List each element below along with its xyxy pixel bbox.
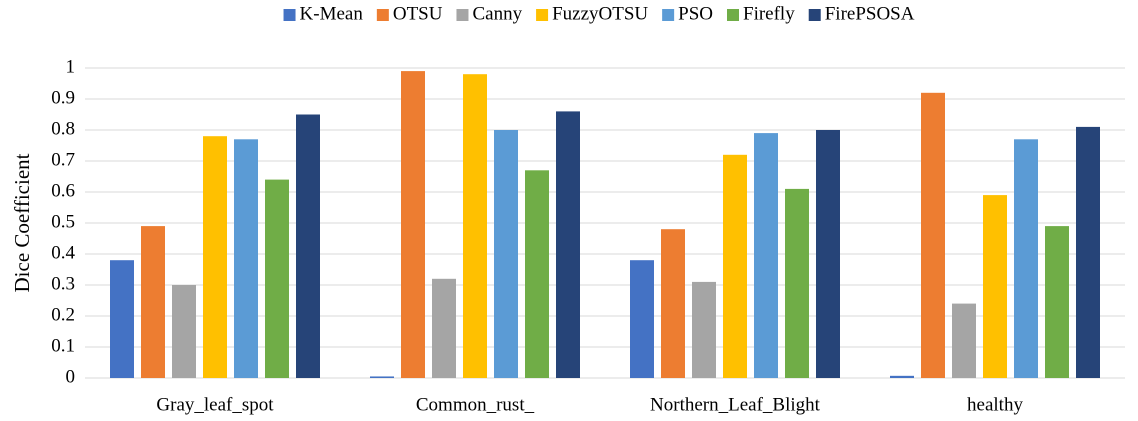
bar [432, 278, 456, 378]
y-tick-label: 0.9 [51, 87, 75, 108]
bar [401, 71, 425, 378]
y-tick-label: 1 [66, 56, 76, 77]
legend-swatch [662, 9, 675, 21]
x-tick-label: Common_rust_ [416, 394, 535, 415]
y-tick-label: 0.7 [51, 149, 75, 170]
y-tick-label: 0.8 [51, 118, 75, 139]
legend-label: FuzzyOTSU [552, 3, 648, 24]
legend-swatch [456, 9, 469, 21]
bar [296, 114, 320, 378]
bar [983, 195, 1007, 378]
y-tick-label: 0.5 [51, 211, 75, 232]
bar [754, 133, 778, 378]
bar [723, 154, 747, 378]
bar [1014, 139, 1038, 378]
bar [525, 170, 549, 378]
bar [556, 111, 580, 379]
bar [1076, 126, 1100, 379]
legend-label: PSO [678, 3, 713, 24]
x-tick-label: Northern_Leaf_Blight [650, 394, 821, 415]
legend-label: K-Mean [300, 3, 364, 24]
bar [203, 136, 227, 378]
bar [1045, 226, 1069, 378]
y-tick-label: 0.6 [51, 180, 75, 201]
bar [692, 281, 716, 378]
bar [630, 260, 654, 378]
bar [661, 229, 685, 378]
bar [785, 188, 809, 378]
bar [890, 375, 914, 378]
y-tick-label: 0 [66, 366, 76, 387]
legend-label: Canny [472, 3, 522, 24]
bar [110, 260, 134, 378]
legend-swatch [536, 9, 549, 21]
y-axis-label: Dice Coefficient [10, 153, 34, 292]
bar [463, 74, 487, 378]
bar [265, 179, 289, 378]
y-tick-label: 0.4 [51, 242, 75, 263]
x-tick-label: healthy [967, 394, 1023, 415]
y-tick-label: 0.3 [51, 273, 75, 294]
bar [141, 226, 165, 378]
y-tick-label: 0.2 [51, 304, 75, 325]
legend-label: OTSU [393, 3, 443, 24]
legend-swatch [808, 9, 821, 21]
bar [952, 303, 976, 378]
x-tick-label: Gray_leaf_spot [156, 394, 274, 415]
legend-swatch [376, 9, 389, 21]
legend-label: Firefly [743, 3, 795, 24]
bar [816, 130, 840, 378]
legend-swatch [283, 9, 296, 21]
bar [172, 285, 196, 378]
y-tick-label: 0.1 [51, 335, 75, 356]
bar [494, 130, 518, 378]
legend-swatch [727, 9, 739, 21]
bar [921, 92, 945, 379]
legend-label: FirePSOSA [825, 3, 915, 24]
bar [370, 376, 394, 378]
bar [234, 139, 258, 378]
